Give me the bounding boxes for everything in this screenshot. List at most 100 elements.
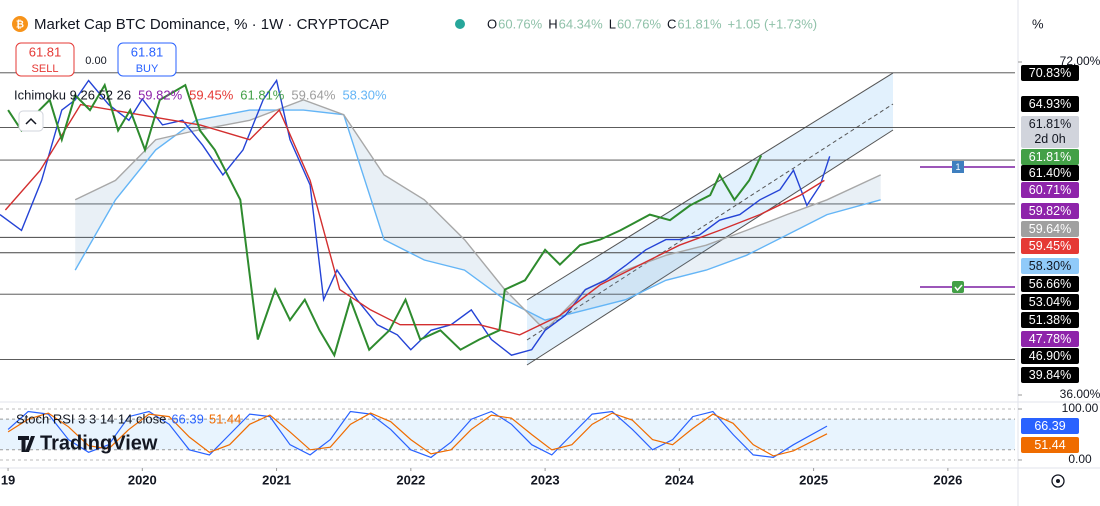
level-label: 39.84% <box>1029 368 1071 382</box>
level-badge <box>1021 65 1079 81</box>
series-line <box>7 410 828 459</box>
legend-value: 59.82% <box>138 87 183 102</box>
level-label: 56.66% <box>1029 277 1071 291</box>
value-badge <box>1021 116 1079 148</box>
marker-text: 1 <box>955 162 960 172</box>
logo-text: TradingView <box>40 432 158 454</box>
unit: % <box>1032 16 1044 31</box>
value-badge <box>1021 331 1079 347</box>
x-tick-label: 2024 <box>665 472 695 487</box>
value-badge <box>1021 149 1079 165</box>
level-badge <box>1021 165 1079 181</box>
check-icon <box>954 284 963 292</box>
alert-marker[interactable] <box>952 161 964 173</box>
x-tick-label: 2026 <box>933 472 962 487</box>
x-tick-label: 2020 <box>128 472 157 487</box>
value-badge <box>1021 258 1079 274</box>
channel-upper <box>526 72 894 301</box>
badge-label: 59.82% <box>1029 204 1071 218</box>
badge-sub: 2d 0h <box>1034 132 1065 146</box>
logo-icon <box>18 436 35 452</box>
change: +1.05 (+1.73%) <box>728 16 818 31</box>
series-line <box>0 78 831 356</box>
ohlc-key: H <box>548 16 557 31</box>
ohlc-key: O <box>487 16 497 31</box>
channel-fill <box>527 73 893 365</box>
legend-value: 51.44 <box>209 411 242 426</box>
series-line <box>7 412 828 457</box>
y-tick-label: 0.00 <box>1068 452 1092 466</box>
legend-value: 59.45% <box>189 87 234 102</box>
ohlc-value: 61.81% <box>677 16 722 31</box>
level-badge <box>1021 96 1079 112</box>
series-line <box>7 82 763 358</box>
level-badge <box>1021 312 1079 328</box>
level-label: 70.83% <box>1029 66 1071 80</box>
x-tick-label: 2022 <box>396 472 425 487</box>
value-badge <box>1021 203 1079 219</box>
value-badge <box>1021 238 1079 254</box>
series-line <box>74 99 881 332</box>
x-tick-label: 2021 <box>262 472 291 487</box>
buy-label: BUY <box>136 63 159 75</box>
status-dot <box>455 19 465 29</box>
ohlc-value: 60.76% <box>617 16 662 31</box>
x-tick-label: 2025 <box>799 472 828 487</box>
legend-value: 59.64% <box>291 87 336 102</box>
x-tick-label: 19 <box>1 472 15 487</box>
value-badge <box>1021 221 1079 237</box>
y-tick-label: 100.00 <box>1062 401 1099 415</box>
btc-icon <box>12 16 28 32</box>
badge-label: 59.45% <box>1029 239 1071 253</box>
collapse-button[interactable] <box>18 110 44 132</box>
sell-price: 61.81 <box>29 44 62 59</box>
badge-label: 61.81% <box>1029 150 1071 164</box>
buy-button[interactable] <box>117 42 177 77</box>
value-badge <box>1021 437 1079 453</box>
btc-glyph: ₿ <box>16 19 24 31</box>
sell-button[interactable] <box>15 42 75 77</box>
level-badge <box>1021 367 1079 383</box>
level-label: 46.90% <box>1029 349 1071 363</box>
badge-label: 58.30% <box>1029 259 1071 273</box>
spread: 0.00 <box>85 55 106 67</box>
legend-title: Stoch RSI 3 3 14 14 close <box>16 411 166 426</box>
badge-label: 47.78% <box>1029 332 1071 346</box>
value-badge <box>1021 418 1079 434</box>
ohlc-value: 60.76% <box>498 16 543 31</box>
symbol-title: Market Cap BTC Dominance, % · 1W · CRYPT… <box>34 16 389 33</box>
level-badge <box>1021 294 1079 310</box>
y-tick-label: 36.00% <box>1060 387 1100 401</box>
indicator-legend: Ichimoku 9 26 52 26 59.82% 59.45% 61.81% 59.… <box>14 87 387 102</box>
level-badge <box>1021 348 1079 364</box>
legend-value: 66.39 <box>171 411 204 426</box>
x-tick-label: 2023 <box>531 472 560 487</box>
channel-mid <box>526 103 894 341</box>
level-badge <box>1021 276 1079 292</box>
plot <box>0 72 1015 461</box>
level-label: 64.93% <box>1029 97 1071 111</box>
ohlc-key: C <box>667 16 676 31</box>
ohlc-value: 64.34% <box>559 16 604 31</box>
value-badge <box>1021 182 1079 198</box>
ohlc: O 60.76% H 64.34% L 60.76% C 61.81% +1.05 (+1.73… <box>487 16 817 31</box>
legend-title: Ichimoku 9 26 52 26 <box>14 87 131 102</box>
settings-icon-core <box>1056 479 1060 483</box>
level-label: 51.38% <box>1029 313 1071 327</box>
check-marker[interactable] <box>952 281 964 293</box>
header-bg <box>0 8 1015 42</box>
price-axis: 72.00% 36.00% 19 2020 2021 2022 2023 2024 2025 20… <box>1 54 1100 487</box>
settings-icon[interactable] <box>1051 474 1065 488</box>
caret-icon <box>25 117 37 125</box>
badge-label: 61.81% <box>1029 117 1071 131</box>
channel-lower <box>526 129 894 366</box>
ohlc-key: L <box>609 16 616 31</box>
series-line <box>4 103 825 336</box>
logo: TradingView <box>18 432 158 454</box>
badge-label: 60.71% <box>1029 183 1071 197</box>
series-line <box>74 109 881 321</box>
stoch-legend: Stoch RSI 3 3 14 14 close 66.39 51.44 <box>16 411 241 426</box>
legend-value: 58.30% <box>342 87 387 102</box>
level-label: 61.40% <box>1029 166 1071 180</box>
